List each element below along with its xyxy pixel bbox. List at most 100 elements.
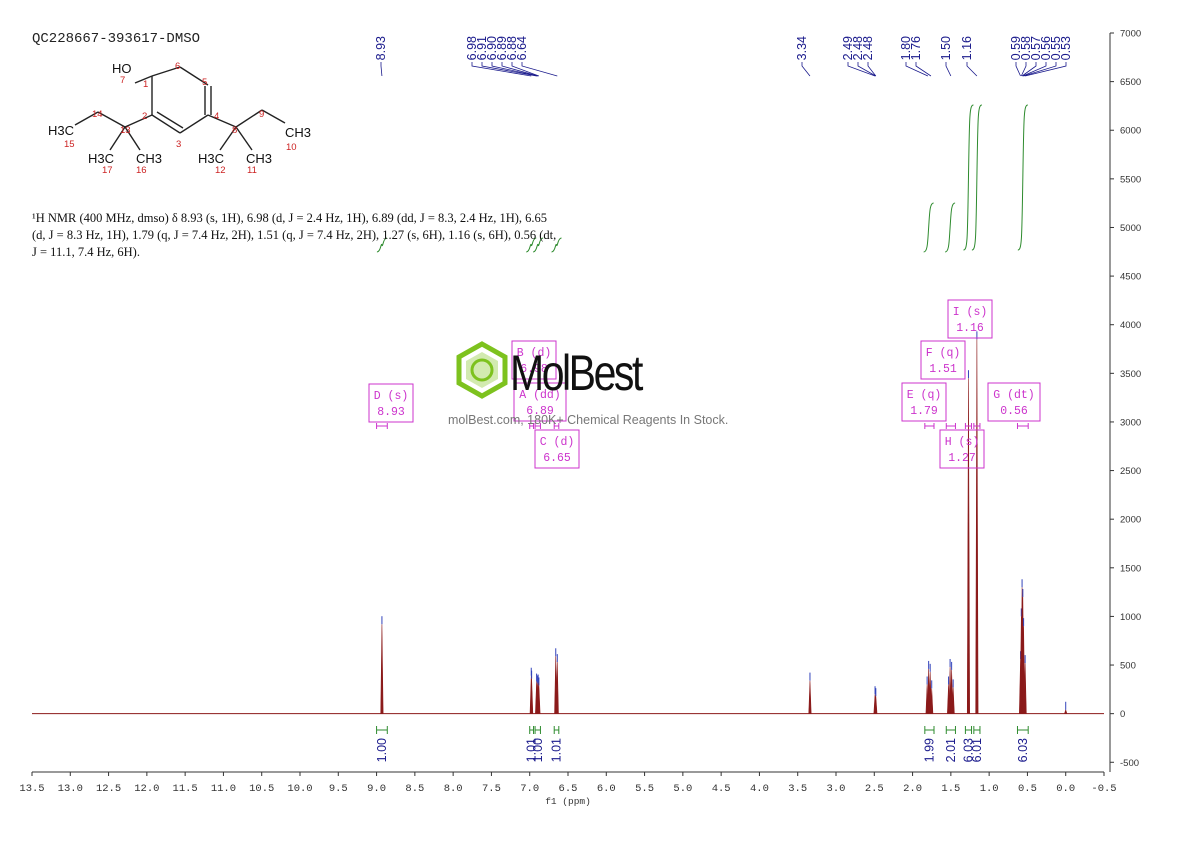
atom-number: 15 xyxy=(64,139,75,150)
watermark-brand: MolBest xyxy=(510,345,643,401)
integral-value: 6.03 xyxy=(961,738,975,762)
y-tick-label: 4000 xyxy=(1120,320,1141,331)
atom-h3c-left: H3C xyxy=(48,123,74,138)
multiplet-box xyxy=(511,340,557,380)
y-tick-label: 2500 xyxy=(1120,466,1141,477)
peak-label-connector xyxy=(915,62,932,77)
peak-label: 6.64 xyxy=(515,36,529,60)
integral-value: 1.00 xyxy=(375,738,389,762)
multiplet-box xyxy=(939,429,985,469)
x-tick-label: 3.0 xyxy=(827,783,846,795)
atom-ch3-16: CH3 xyxy=(136,151,162,166)
y-tick-label: 500 xyxy=(1120,661,1136,672)
atom-number: 4 xyxy=(214,111,219,122)
multiplet-letter: A (dd) xyxy=(519,389,560,402)
peak-label-connector xyxy=(380,62,383,77)
multiplet-value: 8.93 xyxy=(377,406,405,419)
peak-label: 6.88 xyxy=(505,36,519,60)
molbest-logo-icon xyxy=(456,341,508,399)
multiplet-letter: G (dt) xyxy=(993,389,1034,402)
x-tick-label: 7.5 xyxy=(482,783,501,795)
multiplet-value: 6.89 xyxy=(526,405,554,418)
multiplet-value: 1.79 xyxy=(910,405,938,418)
peak-label-connector xyxy=(1015,62,1021,77)
atom-number: 6 xyxy=(175,61,180,72)
multiplet-value: 6.65 xyxy=(543,452,571,465)
y-tick-label: 5500 xyxy=(1120,174,1141,185)
x-tick-label: 11.0 xyxy=(211,783,236,795)
atom-ch3-right: CH3 xyxy=(285,125,311,140)
integral-curve xyxy=(376,237,388,253)
integral-curve xyxy=(532,237,544,253)
multiplet-letter: H (s) xyxy=(945,436,980,449)
multiplet-letter: F (q) xyxy=(926,347,961,360)
x-tick-label: 2.0 xyxy=(903,783,922,795)
peak-label: 0.57 xyxy=(1029,36,1043,60)
x-tick-label: 4.5 xyxy=(712,783,731,795)
peak-label: 0.59 xyxy=(1009,36,1023,60)
peak-label-connector xyxy=(966,62,978,77)
integral-value: 1.01 xyxy=(550,738,564,762)
peak-label: 8.93 xyxy=(374,36,388,60)
integral-value: 2.01 xyxy=(944,738,958,762)
watermark-tagline: molBest.com, 180K+ Chemical Reagents In … xyxy=(448,413,729,427)
peak-label-connector xyxy=(501,62,539,77)
spectrum-peak xyxy=(874,696,878,714)
peak-label-connector xyxy=(857,62,877,77)
description-line: J = 11.1, 7.4 Hz, 6H). xyxy=(32,245,140,259)
peak-label-connector xyxy=(905,62,929,77)
x-tick-label: 6.0 xyxy=(597,783,616,795)
x-tick-label: 1.0 xyxy=(980,783,999,795)
atom-number: 3 xyxy=(176,139,181,150)
y-tick-label: 5000 xyxy=(1120,223,1141,234)
integral-curve xyxy=(963,104,974,251)
x-axis-label: f1 (ppm) xyxy=(545,796,591,807)
x-tick-label: -0.5 xyxy=(1091,783,1116,795)
multiplet-box xyxy=(368,383,414,423)
peak-label-connector xyxy=(1023,62,1057,77)
peak-label: 1.80 xyxy=(899,36,913,60)
spectrum-peak xyxy=(930,688,934,714)
atom-number: 1 xyxy=(143,79,148,90)
multiplet-box xyxy=(920,340,966,380)
multiplet-letter: C (d) xyxy=(540,436,575,449)
spectrum-peak xyxy=(555,662,559,714)
atom-number: 17 xyxy=(102,165,113,176)
x-tick-label: 6.5 xyxy=(559,783,578,795)
x-tick-label: 9.5 xyxy=(329,783,348,795)
y-tick-label: 1500 xyxy=(1120,563,1141,574)
integral-curve xyxy=(923,202,934,253)
integral-value: 6.03 xyxy=(1016,738,1030,762)
y-tick-label: 0 xyxy=(1120,709,1125,720)
peak-label-connector xyxy=(1020,62,1027,77)
multiplet-box xyxy=(513,382,567,422)
atom-number: 7 xyxy=(120,75,125,86)
sample-id: QC228667-393617-DMSO xyxy=(32,31,201,47)
spectrum-peak xyxy=(966,378,970,714)
x-tick-label: 12.5 xyxy=(96,783,121,795)
description-line: ¹H NMR (400 MHz, dmso) δ 8.93 (s, 1H), 6… xyxy=(32,211,548,225)
atom-number: 16 xyxy=(136,165,147,176)
peak-label: 6.98 xyxy=(465,36,479,60)
x-tick-label: 7.0 xyxy=(520,783,539,795)
peak-label-connector xyxy=(511,62,540,77)
y-tick-label: 1000 xyxy=(1120,612,1141,623)
peak-label: 6.89 xyxy=(495,36,509,60)
peak-label: 1.76 xyxy=(909,36,923,60)
x-tick-label: 3.5 xyxy=(788,783,807,795)
x-tick-label: 13.0 xyxy=(58,783,83,795)
peak-label: 1.50 xyxy=(939,36,953,60)
integral-value: 1.01 xyxy=(525,738,539,762)
peak-label: 0.53 xyxy=(1059,36,1073,60)
multiplet-value: 1.51 xyxy=(929,363,957,376)
watermark: MolBest molBest.com, 180K+ Chemical Reag… xyxy=(448,340,752,440)
spectrum-peak xyxy=(537,685,541,714)
y-tick-label: 2000 xyxy=(1120,515,1141,526)
atom-h3c-12: H3C xyxy=(198,151,224,166)
atom-oh: HO xyxy=(112,61,132,76)
atom-number: 8 xyxy=(232,125,237,136)
molecule-structure: HO CH3 H3C H3C CH3 H3C CH3 1 2 3 4 5 6 7… xyxy=(48,61,311,176)
spectrum-peak xyxy=(380,624,384,714)
atom-number: 12 xyxy=(215,165,226,176)
